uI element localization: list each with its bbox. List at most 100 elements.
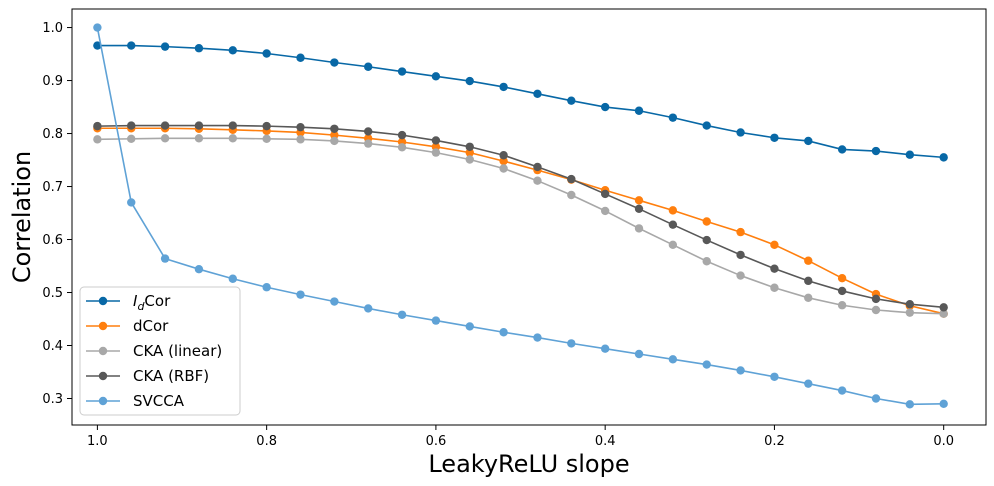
data-point [296, 135, 305, 144]
data-point [871, 394, 881, 403]
data-point [736, 227, 745, 237]
legend-label: IdCor [133, 292, 171, 313]
data-point [702, 257, 711, 266]
data-point [939, 153, 948, 162]
data-point [871, 294, 881, 304]
data-point [939, 309, 948, 318]
x-axis-ticks: 1.0 0.8 0.6 0.4 0.2 0.0 [87, 425, 954, 449]
x-tick-label: 0.0 [933, 434, 954, 449]
data-point [262, 121, 271, 131]
legend-marker [98, 296, 108, 306]
data-point [736, 271, 745, 280]
data-point [93, 41, 102, 50]
series-svcca [93, 23, 948, 409]
legend-marker [98, 371, 108, 381]
legend: IdCor dCor CKA (linear) CKA (RBF) SVCCA [79, 286, 241, 416]
data-point [567, 190, 576, 200]
legend-marker [98, 396, 108, 406]
data-point [499, 82, 508, 92]
data-point [228, 121, 237, 130]
x-tick-label: 1.0 [87, 434, 108, 449]
data-point [397, 67, 407, 76]
series-line [97, 127, 944, 315]
y-tick-label: 1.0 [42, 21, 63, 36]
data-point [634, 224, 644, 233]
x-axis-label: LeakyReLU slope [428, 450, 629, 478]
data-point [668, 113, 678, 122]
legend-marker [98, 346, 108, 356]
data-point [668, 240, 678, 250]
data-point [465, 76, 474, 86]
series-idcor [93, 41, 948, 162]
data-point [837, 386, 847, 395]
legend-label: SVCCA [133, 392, 185, 410]
data-point [939, 303, 948, 312]
data-point [600, 189, 610, 199]
data-point [330, 58, 339, 67]
data-point [431, 316, 441, 325]
data-point [127, 198, 136, 207]
series-layer [93, 23, 948, 409]
data-point [499, 328, 508, 337]
data-point [465, 148, 474, 157]
data-point [804, 379, 813, 388]
data-point [465, 155, 474, 164]
data-point [533, 89, 542, 98]
data-point [702, 360, 711, 369]
data-point [668, 355, 678, 364]
data-point [262, 134, 271, 144]
data-point [837, 286, 847, 296]
x-tick-label: 0.4 [595, 434, 616, 449]
data-point [499, 151, 508, 160]
data-point [871, 305, 881, 315]
data-point [837, 274, 847, 283]
series-line [97, 137, 944, 315]
legend-marker [98, 321, 108, 331]
data-point [939, 399, 948, 408]
data-point [364, 139, 373, 148]
data-point [533, 333, 542, 342]
data-point [533, 176, 542, 185]
data-point [330, 297, 339, 306]
data-point [93, 23, 102, 32]
data-point [397, 130, 407, 140]
data-point [600, 102, 610, 112]
data-point [804, 136, 813, 146]
data-point [702, 217, 711, 226]
series-line [97, 124, 944, 309]
legend-label: CKA (RBF) [133, 367, 209, 385]
data-point [431, 72, 441, 81]
data-point [93, 135, 102, 144]
data-point [634, 204, 644, 213]
data-point [194, 121, 204, 130]
y-tick-label: 0.9 [42, 74, 63, 89]
data-point [634, 196, 644, 205]
data-point [262, 49, 271, 58]
data-point [804, 276, 813, 286]
y-tick-label: 0.4 [42, 339, 63, 354]
series-cka-linear [93, 134, 948, 318]
legend-item: CKA (RBF) [86, 367, 209, 385]
data-point [567, 174, 576, 184]
data-point [431, 148, 441, 157]
data-point [397, 143, 407, 152]
y-axis-ticks: 0.3 0.4 0.5 0.6 0.7 0.8 0.9 1.0 [42, 21, 72, 407]
data-point [533, 162, 542, 172]
legend-item: dCor [86, 317, 169, 335]
data-point [160, 254, 170, 263]
legend-item: CKA (linear) [86, 342, 222, 360]
data-point [228, 46, 237, 55]
data-point [330, 130, 339, 140]
data-point [262, 283, 271, 292]
data-point [804, 293, 813, 303]
data-point [296, 290, 305, 299]
data-point [194, 134, 204, 143]
data-point [770, 264, 779, 273]
series-line [97, 44, 944, 159]
data-point [905, 400, 915, 409]
data-point [905, 299, 915, 309]
series-line [96, 27, 944, 406]
data-point [804, 256, 813, 265]
data-point [194, 44, 204, 53]
